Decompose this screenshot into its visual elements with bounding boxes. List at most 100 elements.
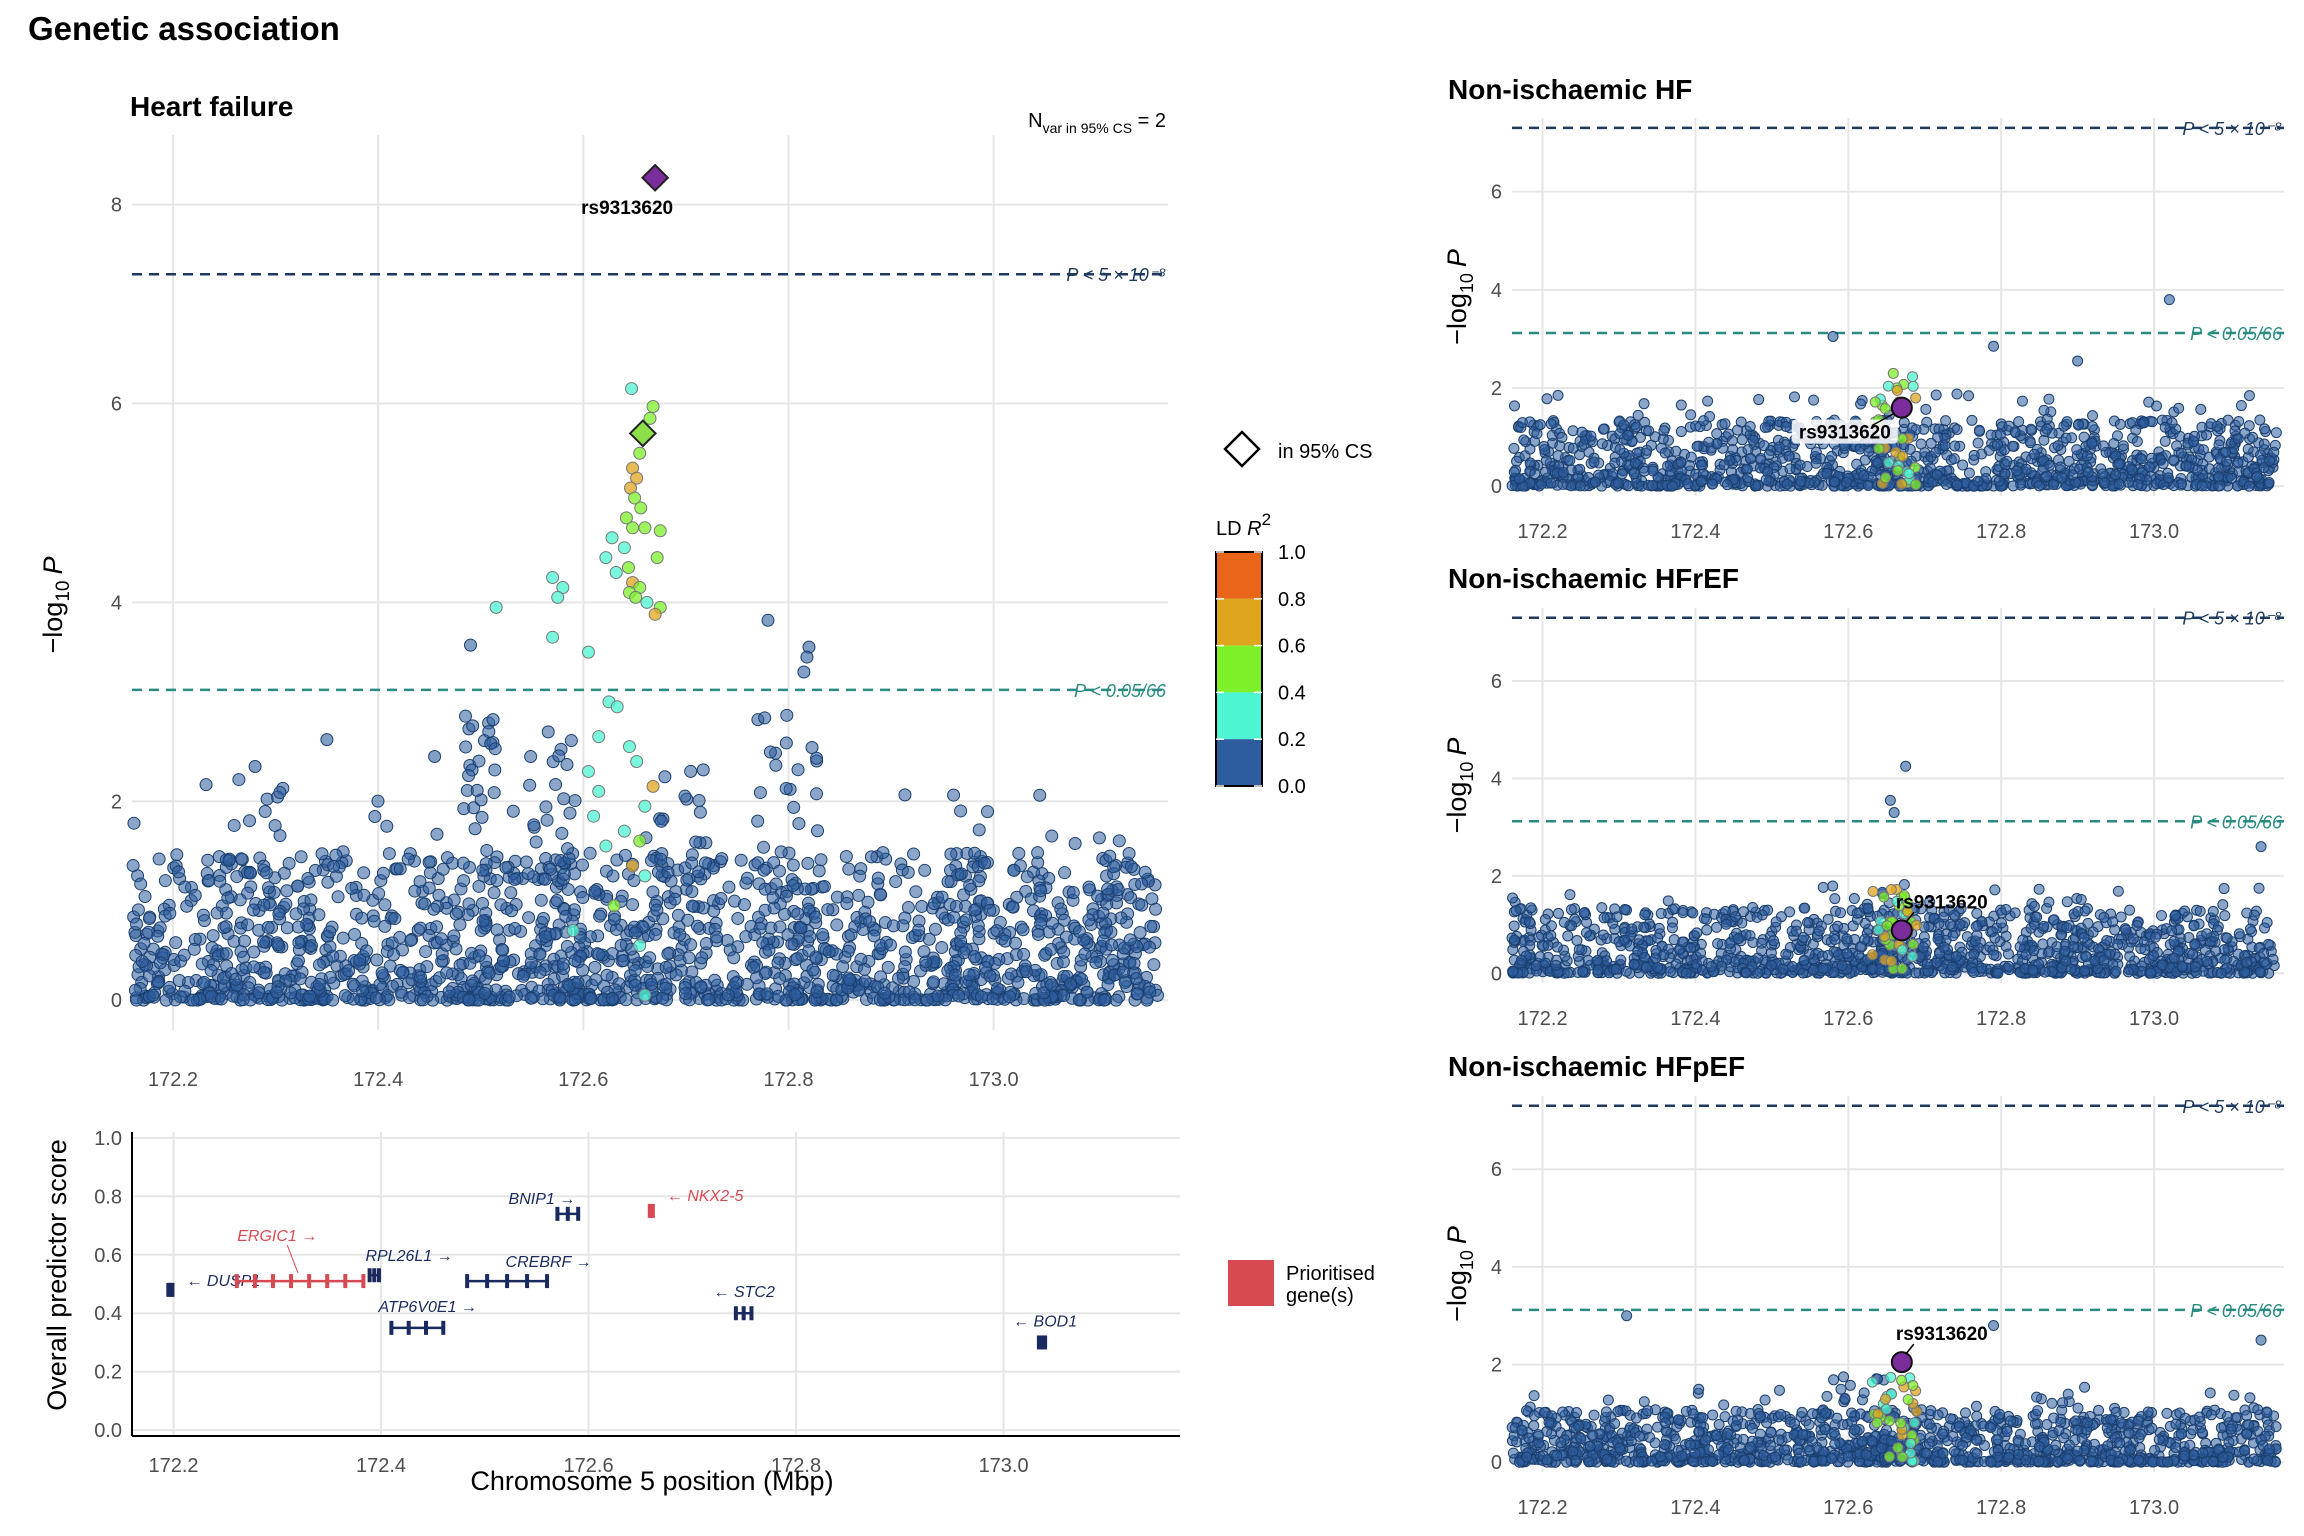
snp-point bbox=[1940, 478, 1952, 490]
snp-point bbox=[272, 907, 286, 921]
snp-point bbox=[1668, 934, 1680, 946]
snp-point bbox=[968, 903, 982, 917]
snp-point bbox=[654, 852, 668, 866]
small-snp-points: rs9313620 bbox=[1506, 294, 2282, 492]
snp-point bbox=[876, 846, 890, 860]
snp-point bbox=[962, 968, 976, 982]
snp-point bbox=[654, 814, 668, 828]
snp-point bbox=[1596, 438, 1608, 450]
snp-point bbox=[2108, 437, 2120, 449]
snp-point bbox=[695, 951, 709, 965]
ylabel-post: P bbox=[38, 557, 68, 575]
snp-point bbox=[472, 879, 486, 893]
snp-point bbox=[1695, 476, 1707, 488]
snp-point bbox=[1652, 932, 1664, 944]
y-tick-label: 2 bbox=[1491, 378, 1502, 400]
snp-point bbox=[505, 904, 519, 918]
snp-point bbox=[678, 987, 692, 1001]
snp-point bbox=[568, 954, 582, 968]
snp-point bbox=[769, 877, 783, 891]
snp-point bbox=[1513, 473, 1525, 485]
snp-point bbox=[1747, 434, 1759, 446]
snp-point bbox=[1724, 937, 1736, 949]
main-association-panel: Heart failure Nvar in 95% CS = 2 P < 5 ×… bbox=[38, 91, 1168, 1091]
snp-point bbox=[779, 781, 793, 795]
snp-point bbox=[153, 956, 167, 970]
snp-point bbox=[1781, 478, 1793, 490]
snp-point bbox=[2183, 931, 2195, 943]
snp-point bbox=[1795, 476, 1807, 488]
snp-point bbox=[1989, 932, 2001, 944]
snp-point bbox=[1705, 960, 1717, 972]
snp-point bbox=[1670, 445, 1682, 457]
snp-point bbox=[1564, 454, 1576, 466]
snp-point bbox=[428, 750, 442, 764]
snp-point bbox=[871, 871, 885, 885]
snp-point bbox=[422, 855, 436, 869]
snp-point bbox=[656, 991, 670, 1005]
snp-point bbox=[2020, 463, 2032, 475]
snp-point bbox=[592, 948, 606, 962]
small-panel-nonischaemic-hf: Non-ischaemic HF P < 5 × 10⁻⁸P < 0.05/66… bbox=[1442, 74, 2284, 543]
snp-point bbox=[2232, 948, 2244, 960]
snp-point bbox=[508, 872, 522, 886]
y-tick-label: 0 bbox=[1491, 963, 1502, 985]
snp-point bbox=[826, 968, 840, 982]
y-tick-label: 0.4 bbox=[94, 1303, 122, 1325]
snp-point bbox=[1562, 930, 1574, 942]
ld-snp-point bbox=[1892, 465, 1904, 477]
snp-point bbox=[699, 937, 713, 951]
snp-point bbox=[447, 893, 461, 907]
snp-point bbox=[1991, 438, 2003, 450]
snp-point bbox=[1822, 949, 1834, 961]
gene-exon bbox=[485, 1274, 490, 1289]
snp-point bbox=[2078, 932, 2090, 944]
snp-point bbox=[1516, 417, 1528, 429]
credible-set-snp-diamond bbox=[640, 163, 670, 192]
snp-point bbox=[1539, 444, 1551, 456]
ld-tick-label: 0.0 bbox=[1278, 776, 1306, 798]
snp-point bbox=[751, 814, 765, 828]
snp-point bbox=[918, 863, 932, 877]
snp-point bbox=[1122, 847, 1136, 861]
snp-point bbox=[564, 734, 578, 748]
snp-point bbox=[761, 613, 775, 627]
ld-snp-point bbox=[1880, 472, 1892, 484]
snp-point bbox=[2027, 964, 2039, 976]
snp-point bbox=[2075, 894, 2087, 906]
snp-point bbox=[1082, 880, 1096, 894]
snp-point bbox=[1765, 959, 1777, 971]
snp-point bbox=[935, 940, 949, 954]
snp-point bbox=[2159, 421, 2171, 433]
snp-point bbox=[490, 923, 504, 937]
snp-point bbox=[2203, 451, 2215, 463]
snp-point bbox=[533, 965, 547, 979]
snp-point bbox=[1057, 913, 1071, 927]
snp-point bbox=[422, 929, 436, 943]
ld-snp-point bbox=[1896, 963, 1908, 975]
snp-point bbox=[472, 754, 486, 768]
snp-point bbox=[529, 835, 543, 849]
snp-point bbox=[387, 948, 401, 962]
snp-point bbox=[135, 954, 149, 968]
x-tick-label: 172.2 bbox=[148, 1455, 198, 1477]
snp-point bbox=[1872, 457, 1884, 469]
snp-point bbox=[1760, 474, 1772, 486]
snp-point bbox=[420, 960, 434, 974]
ld-snp-point bbox=[634, 501, 648, 515]
snp-point bbox=[2264, 455, 2276, 467]
snp-point bbox=[1647, 465, 1659, 477]
ylabel-sub: 10 bbox=[1457, 762, 1477, 782]
snp-point bbox=[304, 939, 318, 953]
snp-point bbox=[210, 906, 224, 920]
snp-point bbox=[2201, 928, 2213, 940]
snp-point bbox=[490, 874, 504, 888]
snp-point bbox=[476, 914, 490, 928]
snp-point bbox=[2024, 437, 2036, 449]
snp-point bbox=[588, 960, 602, 974]
snp-point bbox=[1614, 443, 1626, 455]
snp-point bbox=[1145, 892, 1159, 906]
snp-point bbox=[2136, 453, 2148, 465]
small-panel-nonischaemic-hfref: Non-ischaemic HFrEF P < 5 × 10⁻⁸P < 0.05… bbox=[1442, 563, 2284, 1030]
